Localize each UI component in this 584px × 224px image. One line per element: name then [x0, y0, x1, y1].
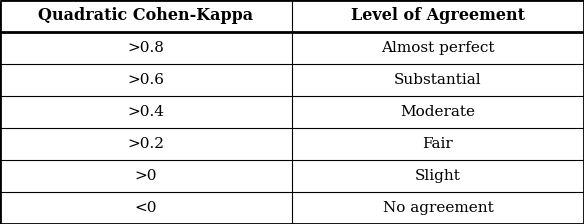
Text: Level of Agreement: Level of Agreement: [351, 7, 525, 24]
Text: >0.4: >0.4: [127, 105, 165, 119]
Text: >0.6: >0.6: [127, 73, 165, 87]
Text: Substantial: Substantial: [394, 73, 482, 87]
Text: Slight: Slight: [415, 169, 461, 183]
Text: >0: >0: [135, 169, 157, 183]
Text: >0.2: >0.2: [127, 137, 165, 151]
Text: >0.8: >0.8: [127, 41, 165, 55]
Text: Fair: Fair: [423, 137, 453, 151]
Text: Quadratic Cohen-Kappa: Quadratic Cohen-Kappa: [39, 7, 253, 24]
Text: <0: <0: [135, 201, 157, 215]
Text: No agreement: No agreement: [383, 201, 493, 215]
Text: Almost perfect: Almost perfect: [381, 41, 495, 55]
Text: Moderate: Moderate: [401, 105, 475, 119]
